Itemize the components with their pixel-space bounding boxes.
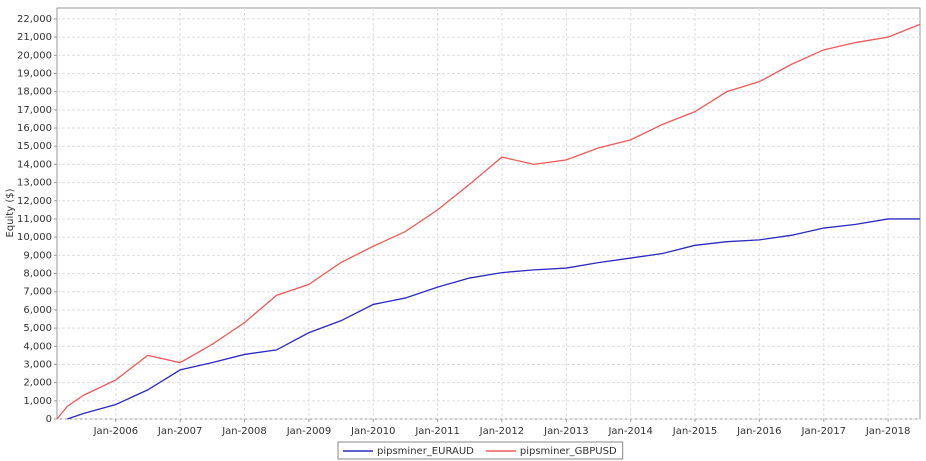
- x-tick-label: Jan-2016: [736, 426, 781, 437]
- x-tick-label: Jan-2010: [350, 426, 395, 437]
- series-line: [67, 218, 920, 420]
- x-tick-label: Jan-2018: [865, 426, 910, 437]
- x-tick-label: Jan-2015: [672, 426, 717, 437]
- legend-label: pipsminer_GBPUSD: [520, 446, 617, 457]
- x-tick-label: Jan-2008: [221, 426, 266, 437]
- legend: [337, 441, 624, 460]
- series-line: [56, 23, 921, 420]
- y-tick-label: 0: [46, 414, 52, 425]
- y-tick-label: 8,000: [23, 269, 52, 280]
- x-tick-label: Jan-2009: [286, 426, 331, 437]
- y-tick-label: 1,000: [23, 396, 52, 407]
- y-tick-label: 18,000: [17, 87, 52, 98]
- y-tick-label: 12,000: [17, 196, 52, 207]
- y-tick-label: 3,000: [23, 359, 52, 370]
- y-tick-label: 10,000: [17, 232, 52, 243]
- legend-label: pipsminer_EURAUD: [377, 446, 474, 457]
- y-tick-label: 6,000: [23, 305, 52, 316]
- x-tick-label: Jan-2007: [157, 426, 202, 437]
- plot-area: [56, 7, 921, 420]
- y-tick-label: 9,000: [23, 250, 52, 261]
- y-tick-label: 21,000: [17, 32, 52, 43]
- y-tick-label: 7,000: [23, 287, 52, 298]
- y-tick-label: 4,000: [23, 341, 52, 352]
- x-tick-label: Jan-2017: [801, 426, 846, 437]
- y-axis-label: Equity ($): [5, 188, 16, 237]
- x-tick-label: Jan-2014: [607, 426, 652, 437]
- y-tick-label: 2,000: [23, 378, 52, 389]
- y-tick-label: 13,000: [17, 178, 52, 189]
- x-tick-label: Jan-2012: [479, 426, 524, 437]
- x-tick-label: Jan-2013: [543, 426, 588, 437]
- y-tick-label: 5,000: [23, 323, 52, 334]
- y-tick-label: 15,000: [17, 141, 52, 152]
- y-tick-label: 11,000: [17, 214, 52, 225]
- y-tick-label: 20,000: [17, 50, 52, 61]
- x-tick-label: Jan-2006: [93, 426, 138, 437]
- y-tick-label: 14,000: [17, 159, 52, 170]
- y-tick-label: 19,000: [17, 68, 52, 79]
- y-tick-label: 22,000: [17, 14, 52, 25]
- y-tick-label: 16,000: [17, 123, 52, 134]
- x-tick-label: Jan-2011: [414, 426, 459, 437]
- y-tick-label: 17,000: [17, 105, 52, 116]
